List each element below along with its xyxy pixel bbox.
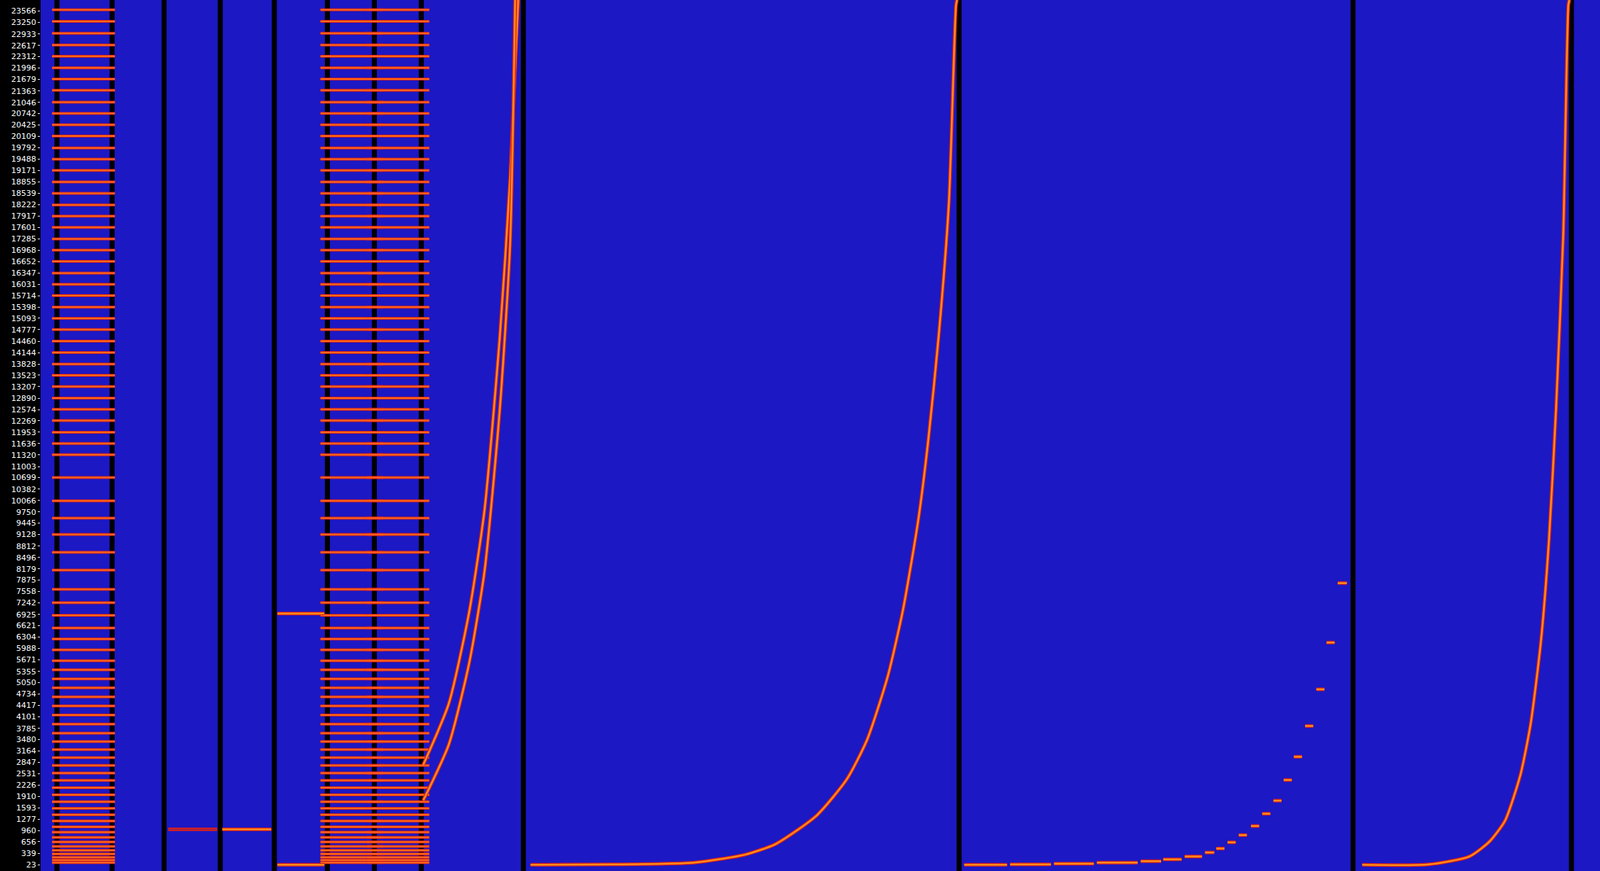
svg-text:13523: 13523	[11, 371, 37, 381]
svg-text:339: 339	[21, 849, 37, 859]
svg-text:16031: 16031	[11, 279, 37, 290]
svg-text:11636: 11636	[11, 439, 37, 449]
svg-text:22617: 22617	[11, 41, 37, 51]
svg-text:17601: 17601	[11, 222, 37, 233]
svg-text:18222: 18222	[11, 200, 37, 210]
svg-text:18539: 18539	[11, 188, 37, 199]
svg-text:8179: 8179	[16, 564, 37, 575]
svg-text:6304: 6304	[16, 632, 37, 642]
svg-text:15714: 15714	[11, 291, 37, 301]
svg-text:20425: 20425	[11, 120, 37, 130]
svg-text:5050: 5050	[16, 678, 37, 688]
svg-text:14460: 14460	[11, 336, 37, 347]
svg-text:12574: 12574	[11, 405, 37, 415]
svg-text:3480: 3480	[16, 735, 37, 745]
svg-text:20742: 20742	[11, 108, 37, 119]
svg-text:5355: 5355	[16, 667, 37, 677]
svg-text:7242: 7242	[16, 598, 37, 608]
svg-text:20109: 20109	[11, 131, 37, 142]
svg-text:16968: 16968	[11, 245, 37, 256]
svg-text:21996: 21996	[11, 63, 37, 73]
svg-text:21679: 21679	[11, 74, 37, 85]
svg-text:16652: 16652	[11, 257, 37, 267]
svg-text:2531: 2531	[16, 769, 37, 779]
svg-text:4417: 4417	[16, 700, 37, 711]
svg-text:13207: 13207	[11, 382, 37, 392]
svg-text:14144: 14144	[11, 348, 37, 358]
svg-text:17917: 17917	[11, 211, 37, 221]
svg-text:19792: 19792	[11, 143, 37, 153]
svg-text:5988: 5988	[16, 643, 37, 654]
svg-text:3164: 3164	[16, 746, 37, 756]
svg-text:8496: 8496	[16, 553, 37, 563]
svg-text:10066: 10066	[11, 496, 37, 506]
svg-text:13828: 13828	[11, 359, 37, 370]
svg-text:1593: 1593	[16, 803, 37, 813]
svg-text:19171: 19171	[11, 165, 37, 176]
svg-text:1910: 1910	[16, 792, 37, 802]
svg-text:11003: 11003	[11, 462, 37, 472]
svg-text:23: 23	[26, 860, 37, 870]
svg-text:14777: 14777	[11, 325, 37, 335]
svg-text:6925: 6925	[16, 610, 37, 620]
svg-text:12890: 12890	[11, 393, 37, 404]
svg-text:8812: 8812	[16, 542, 37, 552]
svg-text:6621: 6621	[16, 621, 37, 631]
svg-text:4101: 4101	[16, 712, 37, 722]
svg-text:12269: 12269	[11, 416, 37, 427]
svg-text:21046: 21046	[11, 98, 37, 108]
svg-text:9750: 9750	[16, 507, 37, 518]
svg-text:4734: 4734	[16, 689, 37, 699]
svg-text:16347: 16347	[11, 268, 37, 278]
svg-text:21363: 21363	[11, 86, 37, 97]
svg-text:2847: 2847	[16, 757, 37, 768]
svg-text:17285: 17285	[11, 234, 37, 244]
svg-text:15093: 15093	[11, 314, 37, 324]
svg-text:19488: 19488	[11, 154, 37, 164]
svg-text:9128: 9128	[16, 530, 37, 540]
svg-text:11953: 11953	[11, 428, 37, 438]
svg-text:22933: 22933	[11, 29, 37, 40]
svg-text:23566: 23566	[11, 6, 37, 16]
svg-text:1277: 1277	[16, 814, 37, 825]
svg-text:960: 960	[21, 826, 37, 836]
svg-text:7558: 7558	[16, 586, 37, 597]
svg-text:2226: 2226	[16, 780, 37, 791]
svg-text:11320: 11320	[11, 450, 37, 461]
svg-text:5671: 5671	[16, 655, 37, 665]
svg-text:15398: 15398	[11, 302, 37, 313]
svg-text:7875: 7875	[16, 575, 37, 585]
svg-text:22312: 22312	[11, 52, 37, 62]
svg-text:23250: 23250	[11, 17, 37, 28]
svg-text:10699: 10699	[11, 473, 37, 483]
svg-text:10382: 10382	[11, 485, 37, 495]
svg-text:18855: 18855	[11, 177, 37, 187]
svg-text:9445: 9445	[16, 518, 37, 528]
svg-text:3785: 3785	[16, 724, 37, 734]
svg-text:656: 656	[21, 837, 37, 848]
